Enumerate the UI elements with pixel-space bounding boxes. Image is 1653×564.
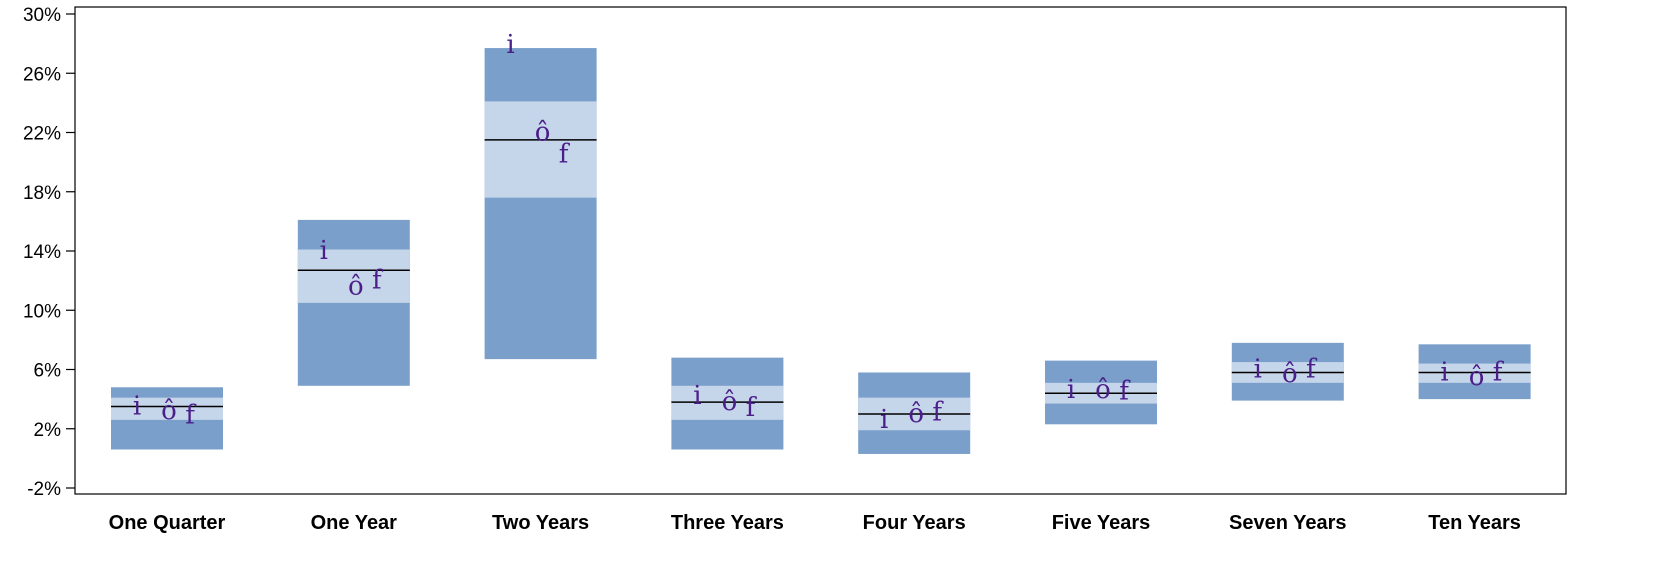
marker-f: f — [932, 397, 944, 427]
marker-o: ô — [1095, 375, 1111, 405]
marker-i: i — [1254, 355, 1262, 385]
y-tick-label: 26% — [23, 64, 61, 85]
x-category-label: One Quarter — [109, 512, 226, 534]
marker-i: i — [1440, 357, 1448, 387]
marker-f: f — [372, 266, 384, 296]
inner-range-bar — [484, 101, 597, 198]
marker-i: i — [506, 30, 514, 60]
inner-range-bar — [111, 397, 223, 420]
y-axis: -2% 2% 6% 10% 14% 18% 22% 26% 30% — [23, 5, 75, 500]
marker-f: f — [559, 140, 571, 170]
y-tick-label: 14% — [23, 242, 61, 263]
marker-f: f — [746, 393, 758, 423]
y-tick-label: 30% — [23, 5, 61, 26]
y-tick-label: 10% — [23, 301, 61, 322]
marker-i: i — [133, 392, 141, 422]
x-axis-labels: One Quarter One Year Two Years Three Years F… — [109, 512, 1521, 534]
x-category-label: Two Years — [492, 512, 589, 534]
marker-o: ô — [722, 387, 738, 417]
marker-f: f — [1493, 357, 1505, 387]
y-tick-label: 2% — [34, 420, 62, 441]
y-tick-label: 18% — [23, 183, 61, 204]
x-category-label: Four Years — [863, 512, 966, 534]
marker-o: ô — [535, 118, 551, 148]
marker-f: f — [1306, 355, 1318, 385]
marker-o: ô — [348, 272, 364, 302]
marker-i: i — [880, 405, 888, 435]
y-tick-label: 22% — [23, 124, 61, 145]
range-bar-group: i ôf — [484, 30, 597, 360]
marker-i: i — [1067, 375, 1075, 405]
marker-i: i — [320, 236, 328, 266]
marker-o: ô — [161, 396, 177, 426]
marker-f: f — [185, 400, 197, 430]
outer-range-bar — [484, 48, 597, 360]
marker-o: ô — [1469, 362, 1485, 392]
y-tick-label: -2% — [27, 479, 61, 500]
marker-i: i — [693, 381, 701, 411]
x-category-label: Three Years — [671, 512, 784, 534]
x-category-label: Seven Years — [1229, 512, 1347, 534]
inner-range-bar — [297, 249, 410, 303]
x-category-label: Ten Years — [1428, 512, 1521, 534]
x-category-label: Five Years — [1052, 512, 1151, 534]
marker-o: ô — [1282, 359, 1298, 389]
marker-o: ô — [908, 399, 924, 429]
x-category-label: One Year — [311, 512, 398, 534]
y-tick-label: 6% — [34, 361, 62, 382]
marker-f: f — [1119, 377, 1131, 407]
